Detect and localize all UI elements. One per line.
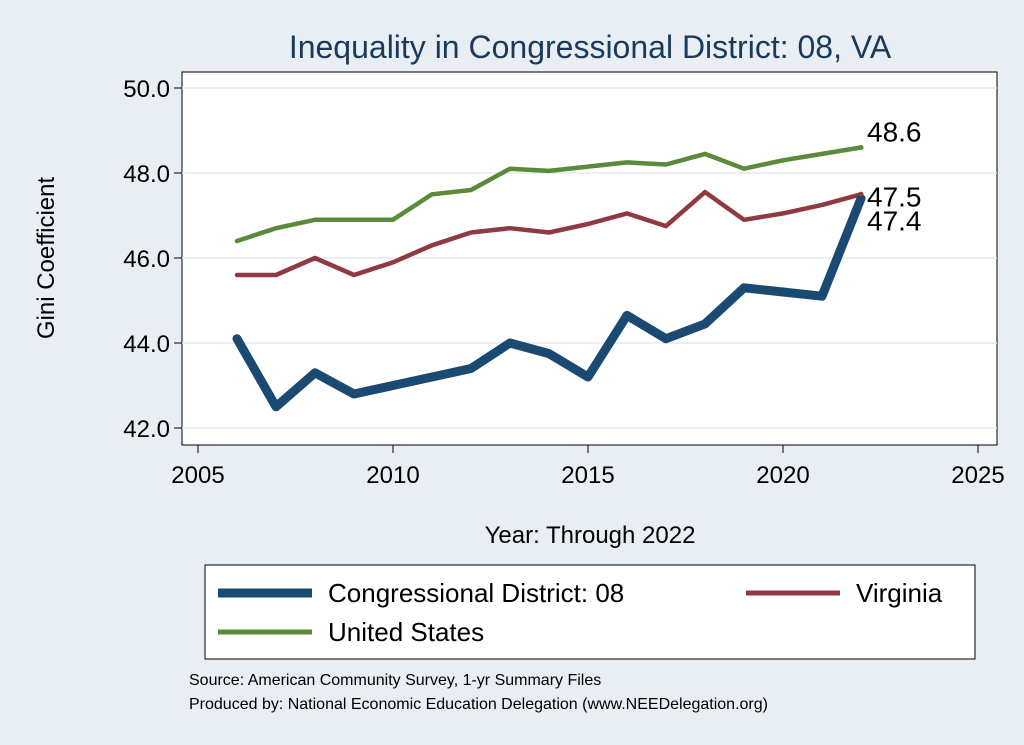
x-axis: 2005 2010 2015 2020 2025 [171, 445, 1005, 489]
y-tick-label: 42.0 [123, 416, 170, 443]
produced-by-note: Produced by: National Economic Education… [189, 696, 768, 713]
x-tick-label: 2020 [756, 462, 809, 489]
end-label-congressional-district: 47.4 [867, 206, 922, 237]
legend-label-virginia: Virginia [856, 578, 943, 608]
x-tick-label: 2015 [561, 462, 614, 489]
chart-title: Inequality in Congressional District: 08… [289, 29, 892, 65]
y-axis: 42.0 44.0 46.0 48.0 50.0 [123, 76, 182, 443]
end-point [858, 191, 864, 197]
end-labels: 47.447.5 48.6 [858, 117, 922, 237]
end-point [858, 145, 864, 150]
legend-label-united-states: United States [328, 617, 484, 647]
x-tick-label: 2025 [951, 462, 1004, 489]
legend-box [204, 564, 976, 660]
end-label-virginia: 47.5 [867, 181, 922, 212]
series-line-united-states [234, 145, 864, 244]
x-tick-label: 2010 [366, 462, 419, 489]
y-tick-label: 48.0 [123, 161, 170, 188]
end-point [858, 196, 864, 201]
legend: Congressional District: 08 Virginia Unit… [204, 564, 976, 660]
end-label-united-states: 48.6 [867, 117, 922, 148]
y-axis-label: Gini Coefficient [33, 177, 60, 340]
x-axis-label: Year: Through 2022 [485, 522, 696, 549]
series-line-virginia [234, 189, 864, 278]
legend-label-congressional-district: Congressional District: 08 [328, 578, 624, 608]
y-tick-label: 50.0 [123, 76, 170, 103]
y-tick-label: 46.0 [123, 246, 170, 273]
series-line-congressional-district [232, 194, 866, 412]
x-tick-label: 2005 [171, 462, 224, 489]
series-lines [232, 145, 866, 412]
y-tick-label: 44.0 [123, 331, 170, 358]
source-note: Source: American Community Survey, 1-yr … [189, 672, 601, 689]
